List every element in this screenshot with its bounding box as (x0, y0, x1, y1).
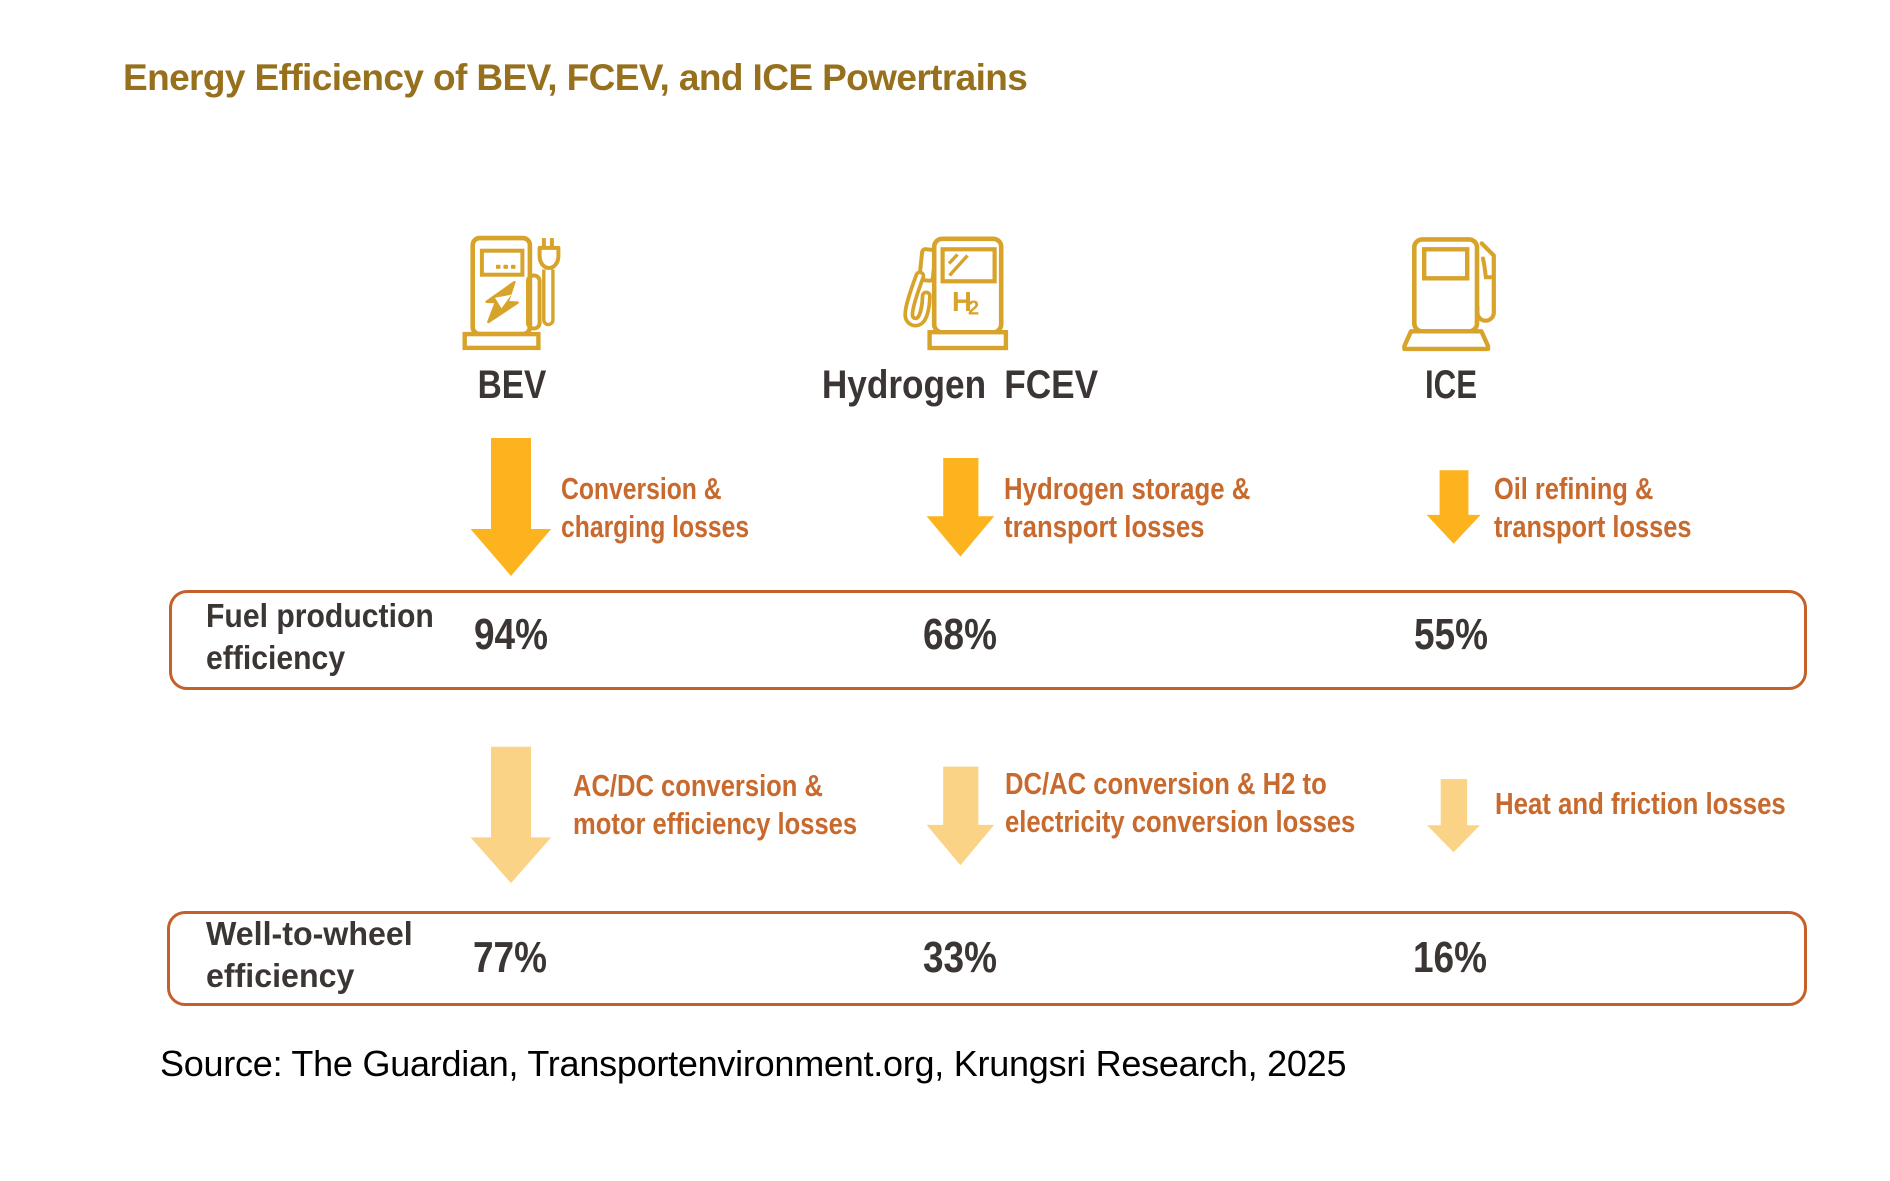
svg-text:H: H (952, 286, 972, 317)
svg-text:2: 2 (968, 298, 979, 320)
